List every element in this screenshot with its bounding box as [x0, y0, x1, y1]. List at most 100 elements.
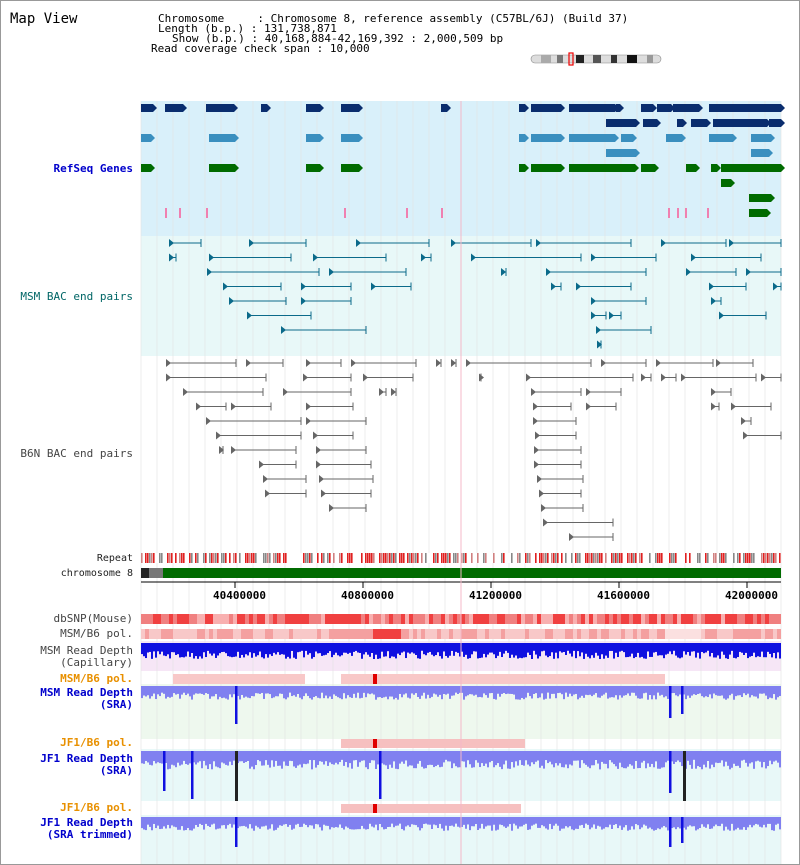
pol-cell — [605, 629, 609, 639]
depth-bar — [171, 686, 173, 697]
depth-bar — [511, 686, 513, 694]
depth-bar — [727, 817, 729, 830]
depth-bar — [615, 751, 617, 767]
pol-cell — [297, 614, 301, 624]
pol-cell — [357, 804, 361, 813]
pol-cell — [245, 614, 249, 624]
depth-bar — [179, 817, 181, 830]
msm-bac-pair-end — [709, 282, 714, 291]
depth-bar — [699, 643, 701, 659]
depth-bar — [213, 817, 215, 824]
depth-bar — [355, 686, 357, 698]
track-label-jf1-b6-pol-2[interactable]: JF1/B6 pol. — [60, 801, 133, 814]
track-label-b6n-bac[interactable]: B6N BAC end pairs — [20, 447, 133, 460]
depth-bar — [271, 751, 273, 761]
depth-bar — [709, 686, 711, 695]
track-label-capillary-sub: (Capillary) — [60, 656, 133, 669]
pol-cell — [365, 739, 369, 748]
repeat-element — [611, 553, 613, 563]
depth-bar — [617, 643, 619, 658]
depth-bar — [171, 643, 173, 653]
b6n-bac-pair-end — [321, 489, 326, 498]
pol-cell — [449, 739, 453, 748]
pol-cell — [421, 674, 425, 684]
msm-bac-pairs-track[interactable] — [169, 239, 782, 349]
pol-cell — [445, 629, 449, 639]
track-label-jf1-depth-trim[interactable]: JF1 Read Depth — [40, 816, 133, 829]
track-label-msm-depth-sra[interactable]: MSM Read Depth — [40, 686, 133, 699]
depth-bar — [293, 686, 295, 696]
track-label-jf1-depth-sra[interactable]: JF1 Read Depth — [40, 752, 133, 765]
track-label-msm-b6-pol-1[interactable]: MSM/B6 pol. — [60, 627, 133, 640]
repeat-element — [279, 553, 281, 563]
depth-bar — [253, 643, 255, 654]
polymorphism-heatmaps[interactable] — [141, 614, 781, 813]
depth-bar — [585, 686, 587, 695]
depth-bar — [353, 751, 355, 761]
repeat-element — [511, 553, 513, 563]
depth-bar — [563, 751, 565, 768]
pol-cell — [493, 614, 497, 624]
pol-cell — [689, 629, 693, 639]
track-label-msm-b6-pol-2[interactable]: MSM/B6 pol. — [60, 672, 133, 685]
pol-cell — [477, 614, 481, 624]
depth-bar — [771, 751, 773, 765]
track-label-refseq[interactable]: RefSeq Genes — [53, 162, 133, 175]
repeat-element — [159, 553, 161, 563]
depth-bar — [503, 817, 505, 827]
pol-cell — [701, 629, 705, 639]
pol-cell — [505, 804, 509, 813]
track-label-chromosome[interactable]: chromosome 8 — [60, 568, 133, 579]
depth-bar — [271, 643, 273, 656]
b6n-bac-pair-end — [533, 402, 538, 411]
depth-bar — [605, 817, 607, 828]
pol-cell — [433, 614, 437, 624]
track-label-dbsnp[interactable]: dbSNP(Mouse) — [53, 612, 133, 625]
track-label-msm-depth-capillary[interactable]: MSM Read Depth — [40, 644, 133, 657]
depth-bar — [539, 751, 541, 768]
b6n-bac-pairs-track[interactable] — [166, 359, 782, 541]
depth-bar — [427, 817, 429, 825]
depth-bar — [177, 751, 179, 763]
read-depth-tracks[interactable] — [141, 643, 781, 847]
depth-spike — [669, 686, 672, 718]
track-label-repeat[interactable]: Repeat — [96, 553, 133, 564]
msm-bac-pair-end — [729, 239, 734, 247]
depth-bar — [731, 751, 733, 768]
depth-bar — [477, 643, 479, 659]
track-label-msm-bac[interactable]: MSM BAC end pairs — [20, 290, 133, 303]
transcript-marker — [165, 208, 167, 218]
gene-feature — [686, 164, 696, 172]
depth-bar — [285, 817, 287, 825]
depth-bar — [165, 686, 167, 699]
repeat-element — [601, 553, 603, 563]
pol-cell — [273, 629, 277, 639]
pol-cell — [377, 629, 381, 639]
depth-bar — [591, 751, 593, 766]
pol-cell — [425, 629, 429, 639]
chromosome-ideogram[interactable] — [530, 52, 662, 66]
depth-bar — [709, 643, 711, 657]
depth-bar — [601, 686, 603, 696]
depth-bar — [265, 686, 267, 694]
depth-bar — [371, 817, 373, 827]
depth-bar — [397, 686, 399, 700]
pol-cell — [513, 614, 517, 624]
depth-bar — [577, 751, 579, 761]
pol-cell — [737, 614, 741, 624]
repeat-element — [669, 553, 671, 563]
depth-bar — [737, 817, 739, 828]
depth-bar — [633, 751, 635, 769]
depth-bar — [489, 817, 491, 826]
track-label-jf1-b6-pol-1[interactable]: JF1/B6 pol. — [60, 736, 133, 749]
gene-arrow — [683, 119, 687, 127]
refseq-genes-track[interactable] — [141, 104, 785, 218]
depth-bar — [663, 751, 665, 768]
pol-cell — [441, 674, 445, 684]
depth-bar — [363, 643, 365, 655]
depth-bar — [417, 817, 419, 828]
depth-bar — [581, 817, 583, 825]
depth-bar — [595, 817, 597, 829]
depth-bar — [653, 751, 655, 768]
